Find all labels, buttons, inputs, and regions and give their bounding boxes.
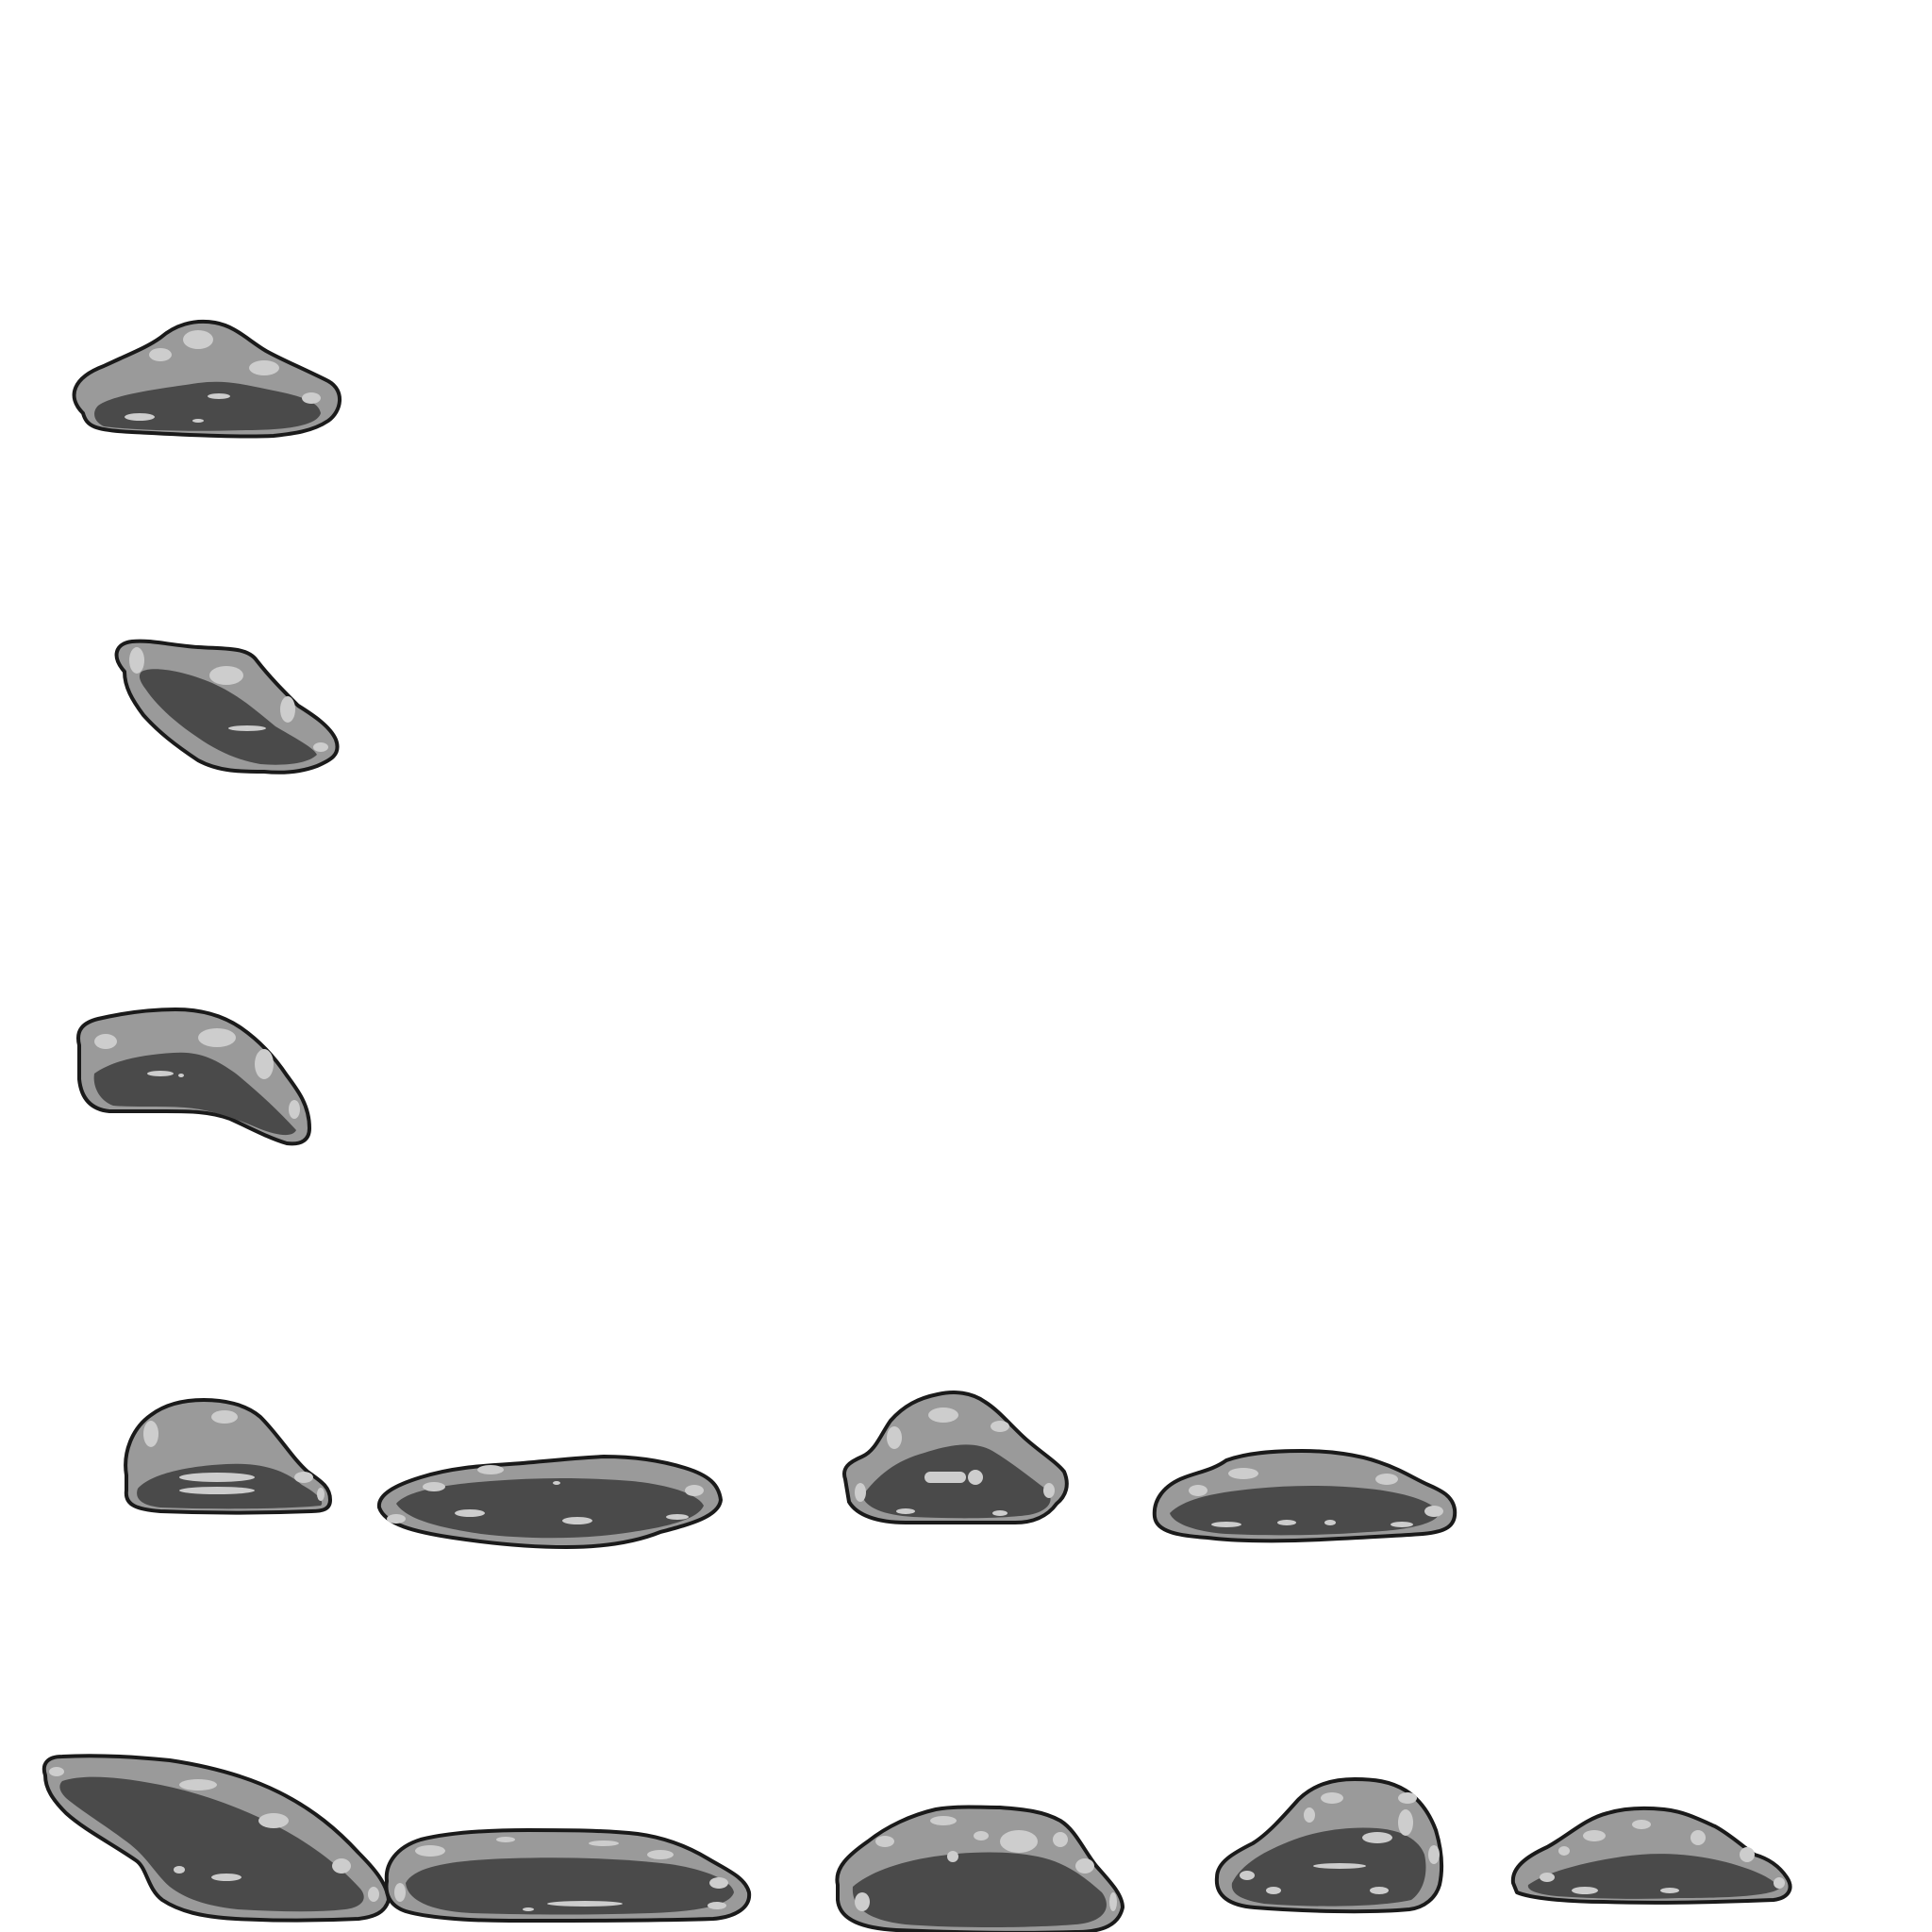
rock-sprite-7	[1152, 1449, 1457, 1543]
rock-sprite-9	[384, 1828, 752, 1923]
rock-sprite-12	[1510, 1806, 1792, 1905]
rock-sprite-2	[114, 639, 340, 774]
rock-sprite-10	[835, 1805, 1124, 1932]
rock-sprite-4	[124, 1398, 332, 1515]
rock-sprite-6	[842, 1391, 1069, 1525]
rock-sprite-1	[72, 319, 341, 439]
rock-sprite-3	[76, 1008, 311, 1146]
rock-sprite-11	[1214, 1777, 1444, 1914]
rock-sprite-5	[376, 1455, 723, 1549]
rock-sprite-8	[42, 1754, 391, 1923]
